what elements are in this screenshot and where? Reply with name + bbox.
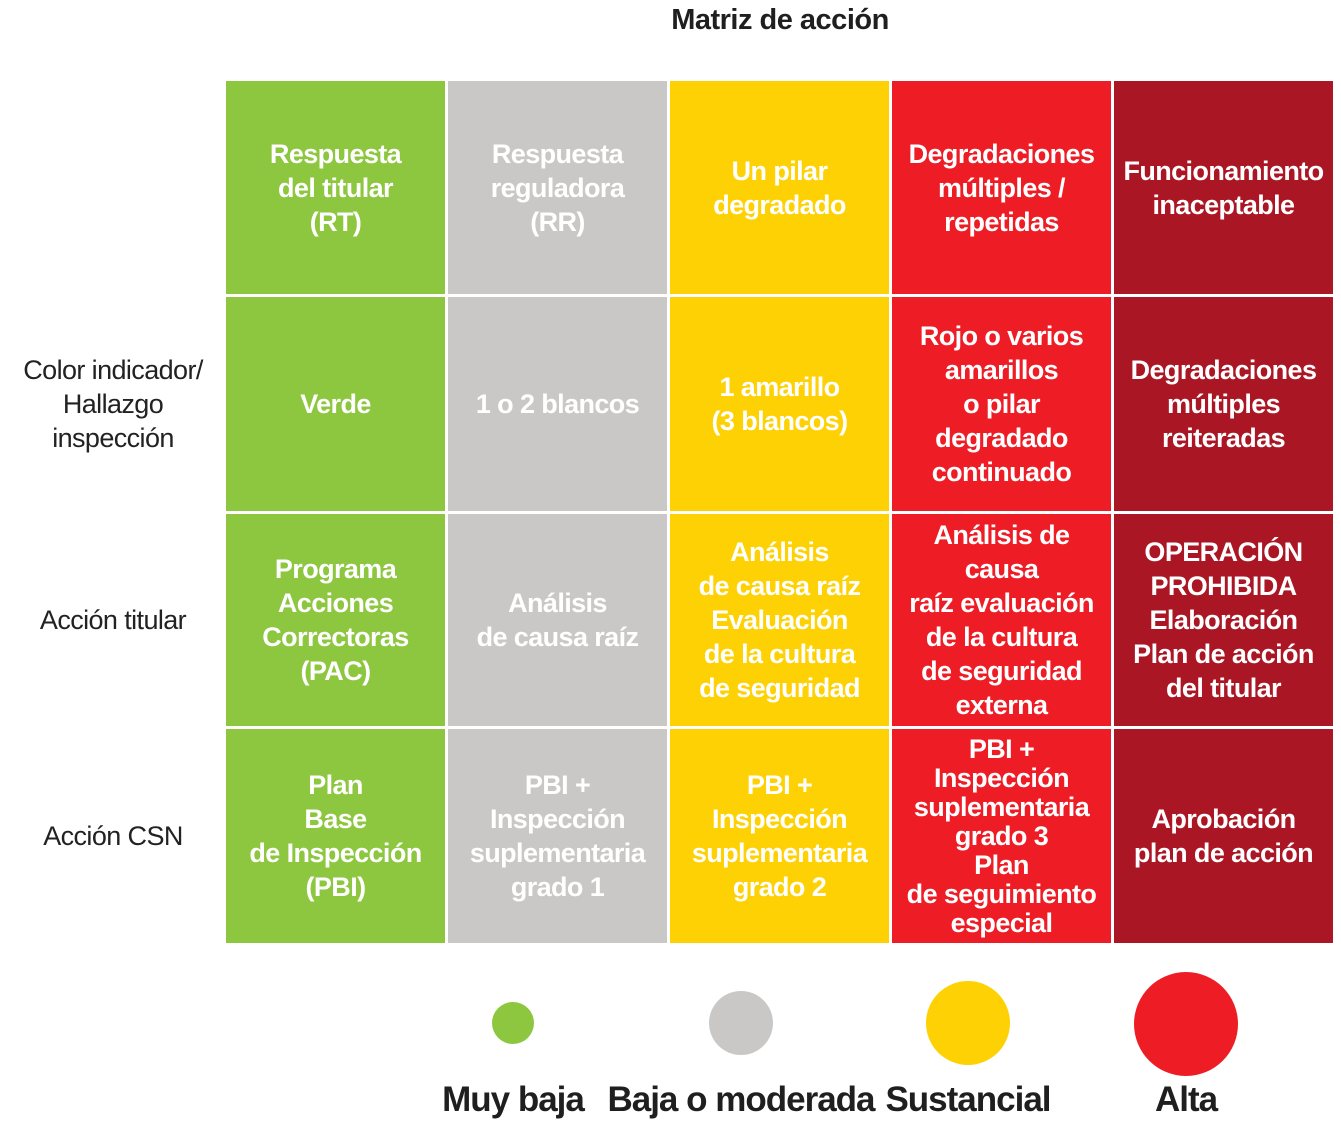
- row-label-accion-csn: Acción CSN: [43, 821, 183, 851]
- cell-rr-accion-titular: Análisis de causa raíz: [448, 514, 667, 726]
- cell-rt-accion-titular: Programa Acciones Correctoras (PAC): [226, 514, 445, 726]
- cell-degradaciones-header: Degradaciones múltiples / repetidas: [892, 81, 1111, 294]
- cell-rr-header: Respuesta reguladora (RR): [448, 81, 667, 294]
- legend-dot-alta: [1134, 972, 1238, 1076]
- cell-pilar-accion-titular: Análisis de causa raíz Evaluación de la …: [670, 514, 889, 726]
- cell-rt-header: Respuesta del titular (RT): [226, 81, 445, 294]
- legend-dot-baja-moderada: [709, 991, 773, 1055]
- cell-inaceptable-accion-titular: OPERACIÓN PROHIBIDA Elaboración Plan de …: [1114, 514, 1333, 726]
- cell-rt-indicador: Verde: [226, 297, 445, 511]
- cell-pilar-accion-csn: PBI + Inspección suplementaria grado 2: [670, 729, 889, 943]
- legend-label-baja-moderada: Baja o moderada: [607, 1080, 875, 1119]
- cell-rr-accion-csn: PBI + Inspección suplementaria grado 1: [448, 729, 667, 943]
- cell-pilar-header: Un pilar degradado: [670, 81, 889, 294]
- legend-dot-muy-baja: [492, 1002, 534, 1044]
- cell-inaceptable-indicador: Degradaciones múltiples reiteradas: [1114, 297, 1333, 511]
- cell-inaceptable-accion-csn: Aprobación plan de acción: [1114, 729, 1333, 943]
- cell-rt-accion-csn: Plan Base de Inspección (PBI): [226, 729, 445, 943]
- cell-rr-indicador: 1 o 2 blancos: [448, 297, 667, 511]
- cell-degradaciones-accion-csn: PBI + Inspección suplementaria grado 3 P…: [892, 729, 1111, 943]
- page-title: Matriz de acción: [671, 4, 889, 36]
- cell-pilar-indicador: 1 amarillo (3 blancos): [670, 297, 889, 511]
- cell-degradaciones-accion-titular: Análisis de causa raíz evaluación de la …: [892, 514, 1111, 726]
- legend-label-alta: Alta: [1154, 1080, 1218, 1119]
- cell-inaceptable-header: Funcionamiento inaceptable: [1114, 81, 1333, 294]
- legend-label-sustancial: Sustancial: [885, 1080, 1051, 1119]
- cell-degradaciones-indicador: Rojo o varios amarillos o pilar degradad…: [892, 297, 1111, 511]
- legend-label-muy-baja: Muy baja: [442, 1080, 585, 1119]
- row-label-accion-titular: Acción titular: [39, 605, 187, 635]
- row-label-color-indicador: Color indicador/ Hallazgo inspección: [23, 355, 203, 453]
- legend-dot-sustancial: [926, 981, 1010, 1065]
